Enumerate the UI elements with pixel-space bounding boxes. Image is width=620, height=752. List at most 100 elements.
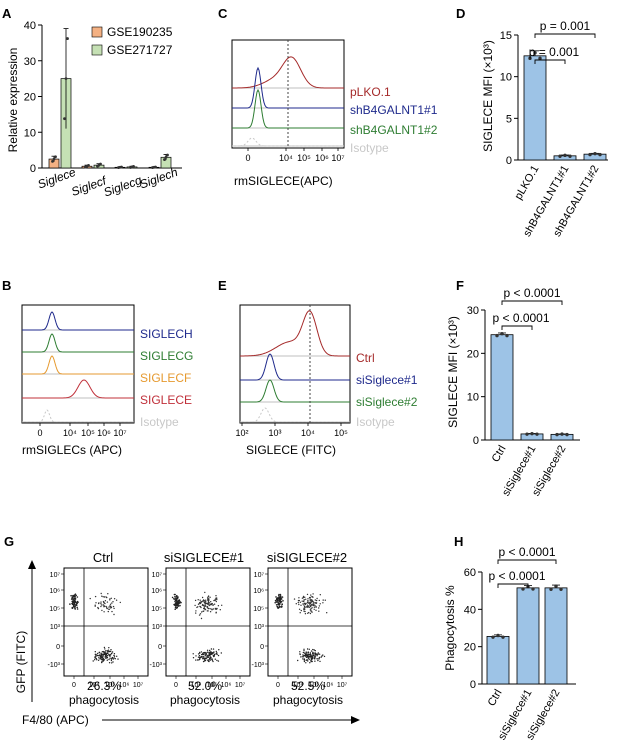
panel-d-point [528, 56, 532, 61]
panel-d-ytick-label: 10 [500, 72, 512, 84]
panel-g-event [112, 601, 114, 603]
panel-g-event [194, 599, 197, 602]
panel-g-event [103, 611, 105, 613]
panel-g-event [111, 662, 113, 664]
panel-a-point [64, 77, 68, 81]
panel-h-ylabel: Phagocytosis % [443, 585, 457, 671]
panel-g-event [303, 648, 305, 650]
panel-c-histogram-curve [231, 56, 344, 89]
panel-g-event [307, 599, 309, 602]
panel-g-event [95, 602, 97, 604]
panel-g-event [318, 605, 321, 607]
panel-f-point [555, 432, 559, 437]
panel-g-event [214, 658, 216, 660]
panel-g-event [209, 604, 211, 606]
panel-g-event [202, 600, 204, 602]
panel-g-event [303, 605, 306, 608]
panel-g-event [302, 603, 304, 605]
panel-g-event [199, 599, 201, 601]
panel-g-event [113, 598, 116, 600]
panel-g-event [200, 651, 203, 653]
panel-g-event [101, 651, 104, 653]
panel-g-event [210, 658, 212, 660]
panel-g-ytick-label: 10³ [254, 624, 265, 631]
panel-g-event [106, 655, 108, 657]
panel-g-event [200, 655, 203, 658]
panel-g-event [275, 604, 278, 606]
panel-g-event [207, 600, 210, 602]
panel-g-event [196, 606, 198, 609]
panel-g-event [71, 597, 73, 599]
panel-g-event [311, 611, 313, 613]
panel-g-event [308, 658, 310, 661]
panel-g-event [194, 604, 196, 607]
panel-g-event [209, 659, 211, 661]
panel-c-track-label-sh2: shB4GALNT1#2 [350, 123, 438, 137]
panel-g-event [204, 591, 206, 594]
panel-g-ytick-label: 0 [56, 644, 60, 651]
panel-g-event [72, 595, 75, 597]
panel-g-event [276, 601, 278, 603]
panel-g-event [315, 606, 317, 608]
panel-g-event [72, 605, 75, 608]
panel-g-event [318, 658, 320, 660]
panel-g-event [108, 647, 110, 649]
panel-g-event [279, 593, 282, 596]
panel-f-ytick-label: 10 [467, 392, 479, 404]
panel-g-event [71, 603, 74, 606]
panel-g-event [298, 608, 301, 610]
panel-g-xtick-label: 10⁴ [191, 682, 202, 689]
panel-g-event [99, 657, 101, 659]
panel-g-event [303, 604, 305, 606]
panel-g-xtick-label: 10⁷ [133, 682, 144, 689]
panel-g-event [280, 596, 282, 599]
panel-g-event [103, 653, 106, 655]
panel-g-event [295, 603, 297, 605]
panel-b-xtick-label: 0 [37, 428, 42, 438]
panel-g-event [293, 598, 296, 600]
panel-e-track-label-si2: siSiglece#2 [356, 395, 418, 409]
panel-g-event [208, 601, 210, 604]
panel-g-event [209, 596, 211, 598]
panel-g-event [300, 609, 302, 612]
panel-g-event [72, 598, 74, 600]
panel-g-event [110, 659, 113, 662]
panel-g-event [174, 604, 176, 607]
panel-g-event [98, 657, 100, 659]
panel-g-event [209, 651, 211, 654]
panel-g-event [74, 593, 77, 595]
panel-g-event [322, 654, 324, 656]
panel-g-event [103, 646, 106, 649]
panel-h-point [491, 635, 495, 639]
panel-g-event [210, 608, 212, 610]
panel-g-xtick-label: 10⁵ [105, 682, 116, 689]
panel-h-bar [544, 587, 568, 685]
panel-g-event [71, 606, 74, 609]
panel-g-event [297, 659, 299, 662]
panel-g-event [111, 610, 113, 613]
panel-d-bracket-top [534, 33, 596, 38]
panel-g-event [312, 593, 314, 595]
panel-g-event [312, 651, 314, 653]
panel-g-event [105, 657, 107, 660]
panel-g-xtick-label: 10⁴ [89, 682, 100, 689]
panel-a-point [132, 164, 135, 168]
panel-g-event [218, 649, 220, 651]
panel-g-event [203, 607, 205, 610]
panel-g-event [103, 659, 105, 661]
panel-f-point [495, 333, 499, 338]
panel-g-event [107, 610, 110, 613]
panel-g-event [310, 608, 312, 610]
panel-g-event [106, 650, 108, 652]
panel-d: D SIGLECE MFI (×10³) 051015pLKO.1shB4GAL… [456, 6, 608, 239]
panel-g-event [100, 601, 102, 603]
panel-g-event [305, 598, 307, 600]
panel-g-event [302, 658, 304, 660]
panel-g-event [205, 599, 207, 601]
panel-g-event [106, 659, 109, 661]
panel-g-caption-si1: phagocytosis [170, 693, 240, 707]
panel-g-event [279, 595, 282, 597]
panel-g-xtick-label: 0 [72, 682, 76, 689]
legend-swatch-gse271727 [91, 44, 103, 56]
panel-c-xtick-label: 10⁵ [297, 153, 311, 163]
